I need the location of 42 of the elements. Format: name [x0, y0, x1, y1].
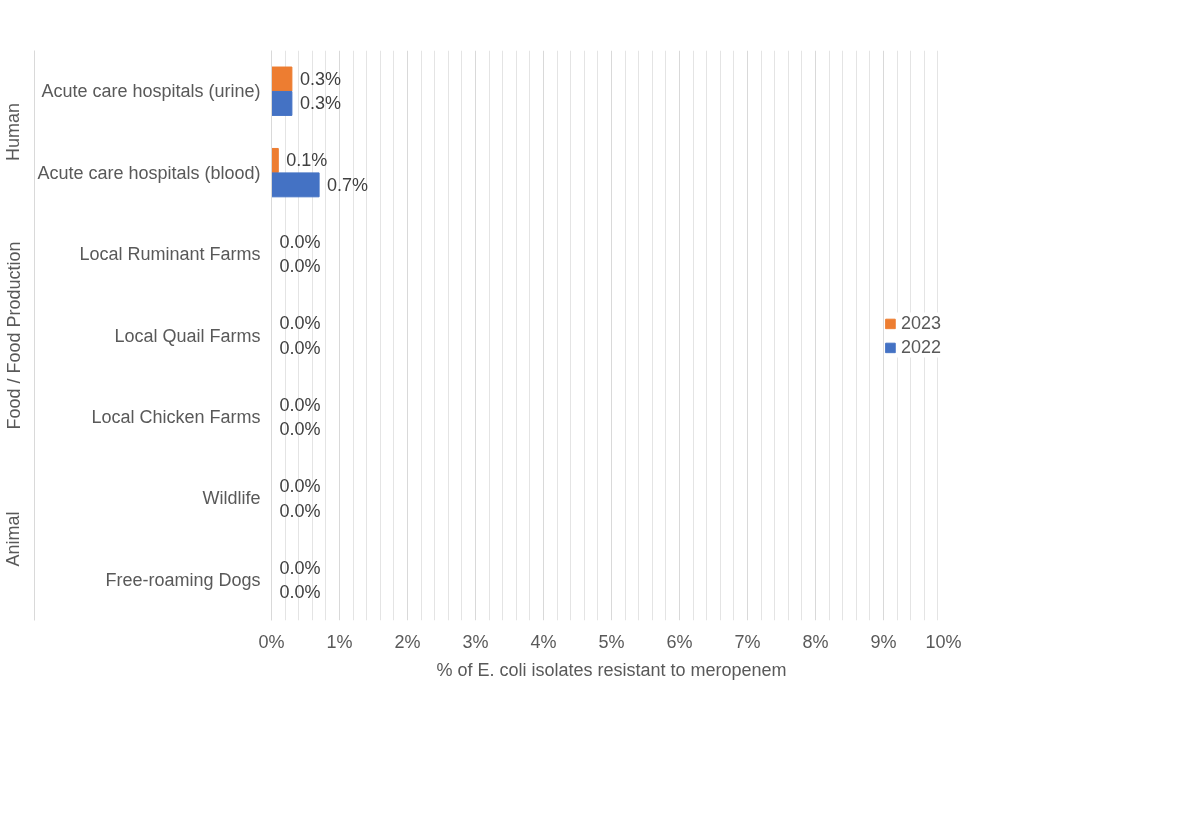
x-tick-label: 7% [734, 631, 761, 652]
data-label: 0.3% [299, 69, 341, 89]
x-tick-label: 4% [530, 631, 557, 652]
y-tick-label: Local Chicken Farms [91, 406, 261, 427]
bar [271, 172, 320, 198]
text: Animal [3, 511, 24, 567]
y-tick-label: Wildlife [202, 488, 261, 509]
y-tick-label: Free-roaming Dogs [105, 569, 261, 590]
x-axis-title: % of E. coli isolates resistant to meropenem [436, 659, 787, 680]
legend-label: 2023 [900, 312, 941, 334]
data-label: 0.0% [279, 231, 321, 252]
bar [271, 147, 279, 173]
data-label: 0.0% [279, 557, 321, 578]
text: Human [3, 102, 24, 161]
x-tick-label: 8% [802, 631, 829, 652]
data-label: 0.0% [279, 500, 321, 521]
bar [271, 66, 293, 92]
data-label: 0.0% [279, 256, 321, 277]
y-tick-label: Acute care hospitals (urine) [41, 81, 261, 102]
data-label: 0.0% [279, 313, 321, 334]
x-tick-label: 0% [258, 631, 285, 652]
data-label: 0.0% [279, 582, 321, 602]
x-tick-label: 9% [870, 631, 897, 652]
data-label: 0.3% [299, 93, 341, 114]
x-tick-label: 1% [326, 631, 353, 652]
data-label: 0.0% [279, 394, 321, 415]
data-label: 0.1% [286, 150, 328, 171]
data-label: 0.0% [279, 476, 321, 497]
y-tick-label: Acute care hospitals (blood) [37, 162, 261, 183]
x-tick-label: 3% [462, 631, 489, 652]
legend-label: 2022 [900, 336, 941, 358]
y-tick-label: Local Ruminant Farms [79, 244, 261, 265]
x-tick-label: 6% [666, 631, 693, 652]
bar [271, 90, 293, 116]
data-label: 0.0% [279, 337, 321, 358]
text: Food / Food Production [3, 241, 24, 430]
y-tick-label: Local Quail Farms [114, 325, 261, 346]
x-tick-label: 2% [394, 631, 421, 652]
x-tick-label: 10% [925, 631, 962, 652]
data-label: 0.0% [279, 419, 321, 440]
data-label: 0.7% [327, 174, 369, 195]
x-tick-label: 5% [598, 631, 625, 652]
